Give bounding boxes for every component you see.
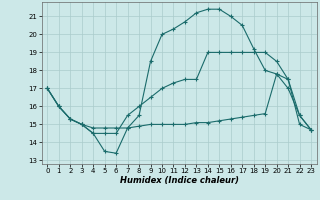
X-axis label: Humidex (Indice chaleur): Humidex (Indice chaleur) xyxy=(120,176,239,185)
